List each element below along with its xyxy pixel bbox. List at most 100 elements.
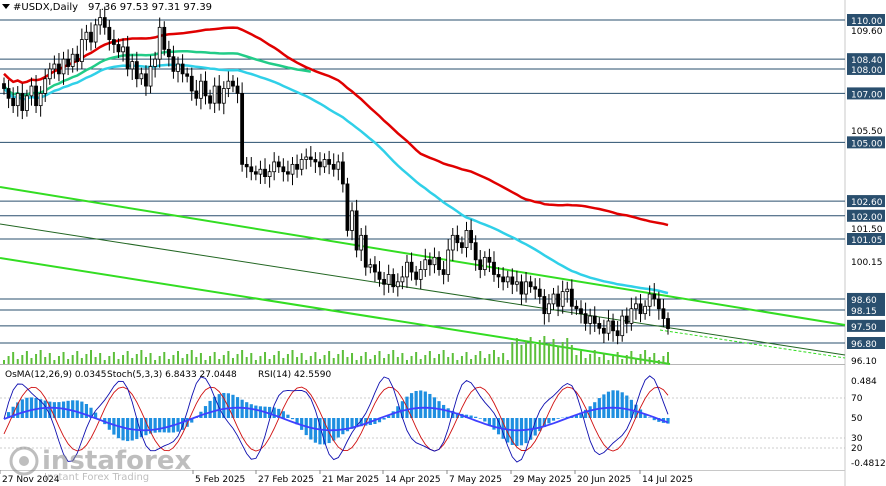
osma-bar [469,415,473,418]
candle-body [382,278,386,285]
candle-body [510,276,515,285]
volume-bar [653,353,656,364]
candle-body [386,274,391,285]
volume-bar [483,358,486,364]
osma-bar [629,399,633,418]
candle-body [235,85,240,94]
osma-bar [112,418,116,435]
osma-bar [666,418,670,424]
price-tick-label: 102.00 [851,213,883,223]
candle-body [231,80,235,87]
volume-bar [204,360,207,364]
osma-bar [281,411,285,418]
osma-bar [20,399,24,418]
candle-body [437,256,441,270]
volume-bar [662,356,665,364]
osma-bar [80,401,84,418]
candle-body [592,315,597,324]
candle-body [620,315,625,337]
volume-bar [190,350,193,364]
volume-bar [186,354,189,364]
volume-bar [630,351,633,364]
logo-icon [9,446,39,476]
candle-body [322,159,327,168]
volume-bar [30,358,33,364]
osma-bar [126,418,130,442]
volume-bar [300,353,303,364]
osma-bar [290,418,295,420]
volume-bar [657,360,660,364]
candle-body [601,327,606,334]
osma-bar [6,412,11,418]
osma-bar [176,418,180,432]
osma-bar [158,418,162,433]
candle-body [313,159,318,163]
osma-bar [249,404,253,418]
volume-bar [502,353,505,364]
volume-bar [378,351,381,364]
indicator-tick-label: -0.4812 [851,459,886,469]
candle-body [340,161,345,185]
candle-body [487,256,492,263]
osma-bar [474,416,478,418]
candle-body [652,293,657,300]
candle-body [281,166,286,173]
candle-body [501,276,506,283]
volume-bar [383,358,386,364]
candle-body [460,242,464,248]
volume-bar [442,350,445,364]
price-badge [847,292,885,305]
volume-bar [76,351,79,364]
volume-bar [99,353,102,364]
volume-bar [108,356,111,364]
osma-bar [478,418,482,419]
volume-bar [163,352,166,364]
candle-body [130,61,135,70]
volume-bar [593,350,596,364]
candle-body [354,210,359,251]
volume-bar [456,360,459,364]
volume-bar [419,359,422,364]
logo-icon-inner [19,456,29,466]
candle-body [336,161,341,170]
chart-menu-icon[interactable] [2,4,10,9]
candle-body [405,261,409,278]
price-badge [847,209,885,222]
volume-bar [314,352,317,364]
volume-bar [634,358,637,364]
volume-bars [3,336,669,364]
candle-body [244,163,249,168]
candle-body [574,305,579,310]
osma-bar [75,400,79,418]
osma-bar [203,406,208,418]
osma-bar [208,400,212,418]
osma-bar [272,407,276,418]
volume-bar [470,359,473,364]
candle-body [295,163,299,170]
volume-bar [529,337,532,364]
candle-body [441,269,446,275]
osma-bar [84,403,89,418]
price-tick-label: 96.10 [851,357,877,367]
candle-body [162,26,167,50]
candle-body [473,242,478,261]
chart-title: #USDX,Daily [13,2,78,13]
candle-body [98,17,103,26]
volume-bar [222,355,225,364]
osma-bar [616,390,620,418]
osma-bar [574,414,579,418]
osma-bar [148,418,153,434]
osma-bar [61,401,66,418]
instaforex-logo: instaforex Instant Forex Trading [9,446,192,483]
volume-bar [566,338,569,364]
osma-bar [43,400,47,418]
osma-bar [309,418,313,440]
volume-bar [167,359,170,364]
volume-bar [401,353,404,364]
volume-bar [117,359,120,364]
volume-bar [415,352,418,364]
candle-body [423,259,428,270]
ohlc-readout: 97.36 97.53 97.31 97.39 [88,2,212,13]
volume-bar [424,355,427,364]
price-tick-label: 110.00 [851,17,883,27]
